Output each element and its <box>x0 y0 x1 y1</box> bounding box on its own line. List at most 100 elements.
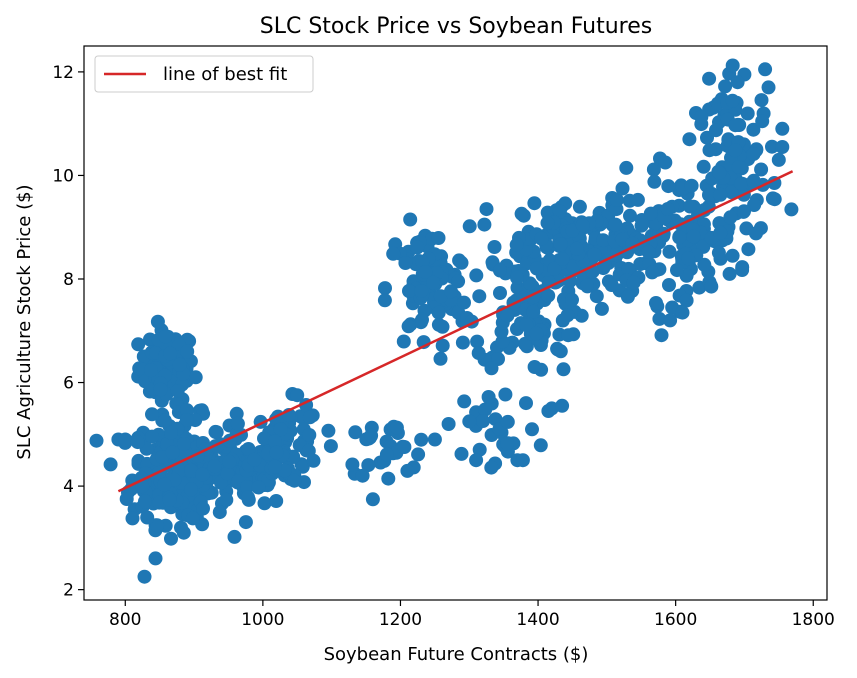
data-point <box>553 237 568 252</box>
data-point <box>138 494 152 509</box>
data-point <box>500 308 515 323</box>
data-point <box>457 394 472 409</box>
data-point <box>145 407 159 422</box>
data-point <box>184 463 199 478</box>
y-axis-label: SLC Agriculture Stock Price ($) <box>14 184 35 459</box>
data-point <box>686 229 701 244</box>
data-point <box>740 106 755 121</box>
data-point <box>758 62 773 77</box>
data-point <box>565 223 580 238</box>
data-point <box>137 569 152 584</box>
data-point <box>418 265 433 279</box>
y-tick-label: 12 <box>52 63 74 83</box>
data-point <box>140 510 155 525</box>
data-point <box>414 432 429 447</box>
data-point <box>144 363 158 378</box>
data-point <box>381 471 396 486</box>
data-point <box>455 335 470 350</box>
data-point <box>431 305 446 320</box>
data-point <box>652 311 667 326</box>
x-tick-label: 1200 <box>379 610 422 630</box>
data-point <box>348 425 363 440</box>
data-point <box>495 334 510 349</box>
data-point <box>711 245 726 260</box>
data-point <box>176 436 191 451</box>
data-point <box>619 160 634 175</box>
data-point <box>534 231 549 246</box>
data-point <box>765 139 779 154</box>
data-point <box>212 505 227 520</box>
data-point <box>755 114 770 129</box>
data-point <box>290 388 305 403</box>
data-point <box>754 93 769 108</box>
data-point <box>647 174 662 189</box>
data-point <box>575 218 590 233</box>
data-point <box>361 458 376 473</box>
data-point <box>560 308 575 323</box>
data-point <box>302 410 317 425</box>
data-point <box>377 293 392 308</box>
data-point <box>735 263 750 277</box>
y-tick-label: 8 <box>63 270 74 290</box>
data-point <box>301 443 316 458</box>
data-point <box>746 173 761 188</box>
data-point <box>145 429 160 444</box>
data-point <box>645 265 660 280</box>
data-point <box>150 314 165 329</box>
data-point <box>662 244 677 259</box>
data-point <box>163 346 178 361</box>
data-point <box>462 414 477 429</box>
data-point <box>241 490 255 505</box>
data-point <box>470 334 485 349</box>
data-point <box>472 289 487 304</box>
data-point <box>386 246 401 261</box>
data-point <box>172 357 187 372</box>
data-point <box>295 459 310 474</box>
data-point <box>509 237 524 252</box>
data-point <box>734 176 749 191</box>
data-point <box>469 453 484 468</box>
data-point <box>672 230 687 245</box>
y-tick-label: 10 <box>52 166 74 186</box>
data-point <box>164 425 178 440</box>
data-point <box>621 261 636 276</box>
data-point <box>415 312 429 327</box>
data-point <box>414 284 429 298</box>
fit-line-layer <box>117 170 794 493</box>
data-point <box>579 278 594 293</box>
data-point <box>176 525 191 540</box>
data-point <box>540 215 555 230</box>
data-point <box>518 336 532 351</box>
data-point <box>649 296 663 310</box>
data-point <box>728 118 743 133</box>
data-point <box>396 334 411 349</box>
data-point <box>646 162 661 177</box>
data-point <box>130 435 145 450</box>
data-point <box>725 248 740 263</box>
data-point <box>679 293 694 308</box>
legend-label-fit-line: line of best fit <box>163 64 287 85</box>
data-point <box>702 188 716 202</box>
data-point <box>240 480 255 494</box>
x-tick-label: 1000 <box>241 610 284 630</box>
data-point <box>670 263 684 278</box>
data-point <box>484 460 499 475</box>
data-point <box>179 413 194 427</box>
data-point <box>484 361 499 376</box>
data-point <box>728 143 743 158</box>
data-point <box>157 477 172 492</box>
data-point <box>754 162 769 177</box>
data-point <box>718 79 733 94</box>
data-point <box>431 231 446 245</box>
data-point <box>681 251 696 266</box>
data-point <box>451 274 466 289</box>
fit-line <box>117 170 794 493</box>
data-point <box>257 496 272 511</box>
data-point <box>630 192 645 207</box>
data-point <box>541 288 556 303</box>
points-layer <box>89 58 799 584</box>
data-point <box>411 447 426 462</box>
data-point <box>696 159 711 174</box>
x-tick-label: 1600 <box>654 610 697 630</box>
x-tick-label: 1800 <box>792 610 835 630</box>
